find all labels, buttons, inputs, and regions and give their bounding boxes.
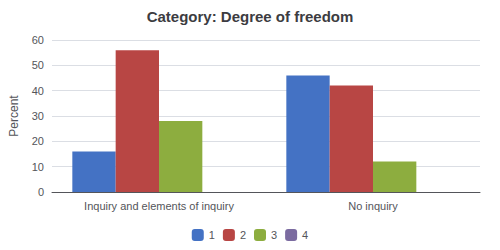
svg-text:1: 1 (209, 229, 215, 241)
svg-text:30: 30 (32, 110, 44, 122)
svg-text:3: 3 (271, 229, 277, 241)
svg-text:Category: Degree of freedom: Category: Degree of freedom (147, 8, 354, 25)
svg-text:40: 40 (32, 85, 44, 97)
svg-text:2: 2 (240, 229, 246, 241)
svg-text:50: 50 (32, 59, 44, 71)
svg-text:0: 0 (38, 186, 44, 198)
svg-text:4: 4 (302, 229, 308, 241)
svg-text:Percent: Percent (7, 95, 21, 137)
svg-text:10: 10 (32, 161, 44, 173)
svg-text:20: 20 (32, 135, 44, 147)
svg-text:Inquiry and elements of inquir: Inquiry and elements of inquiry (84, 200, 234, 212)
svg-text:No inquiry: No inquiry (348, 200, 398, 212)
svg-text:60: 60 (32, 34, 44, 46)
